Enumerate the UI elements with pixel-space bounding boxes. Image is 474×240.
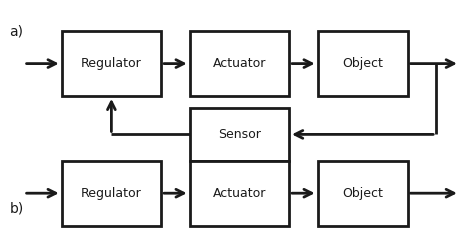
Bar [318, 161, 408, 226]
Text: Sensor: Sensor [218, 128, 261, 141]
Text: b): b) [9, 202, 24, 216]
Text: Actuator: Actuator [213, 57, 266, 70]
Bar [190, 161, 289, 226]
Text: Regulator: Regulator [81, 57, 142, 70]
Bar [190, 108, 289, 161]
Bar [318, 31, 408, 96]
Bar [62, 31, 161, 96]
Bar [190, 31, 289, 96]
Text: Object: Object [342, 187, 383, 200]
Text: a): a) [9, 24, 24, 38]
Text: Object: Object [342, 57, 383, 70]
Text: Regulator: Regulator [81, 187, 142, 200]
Bar [62, 161, 161, 226]
Text: Actuator: Actuator [213, 187, 266, 200]
